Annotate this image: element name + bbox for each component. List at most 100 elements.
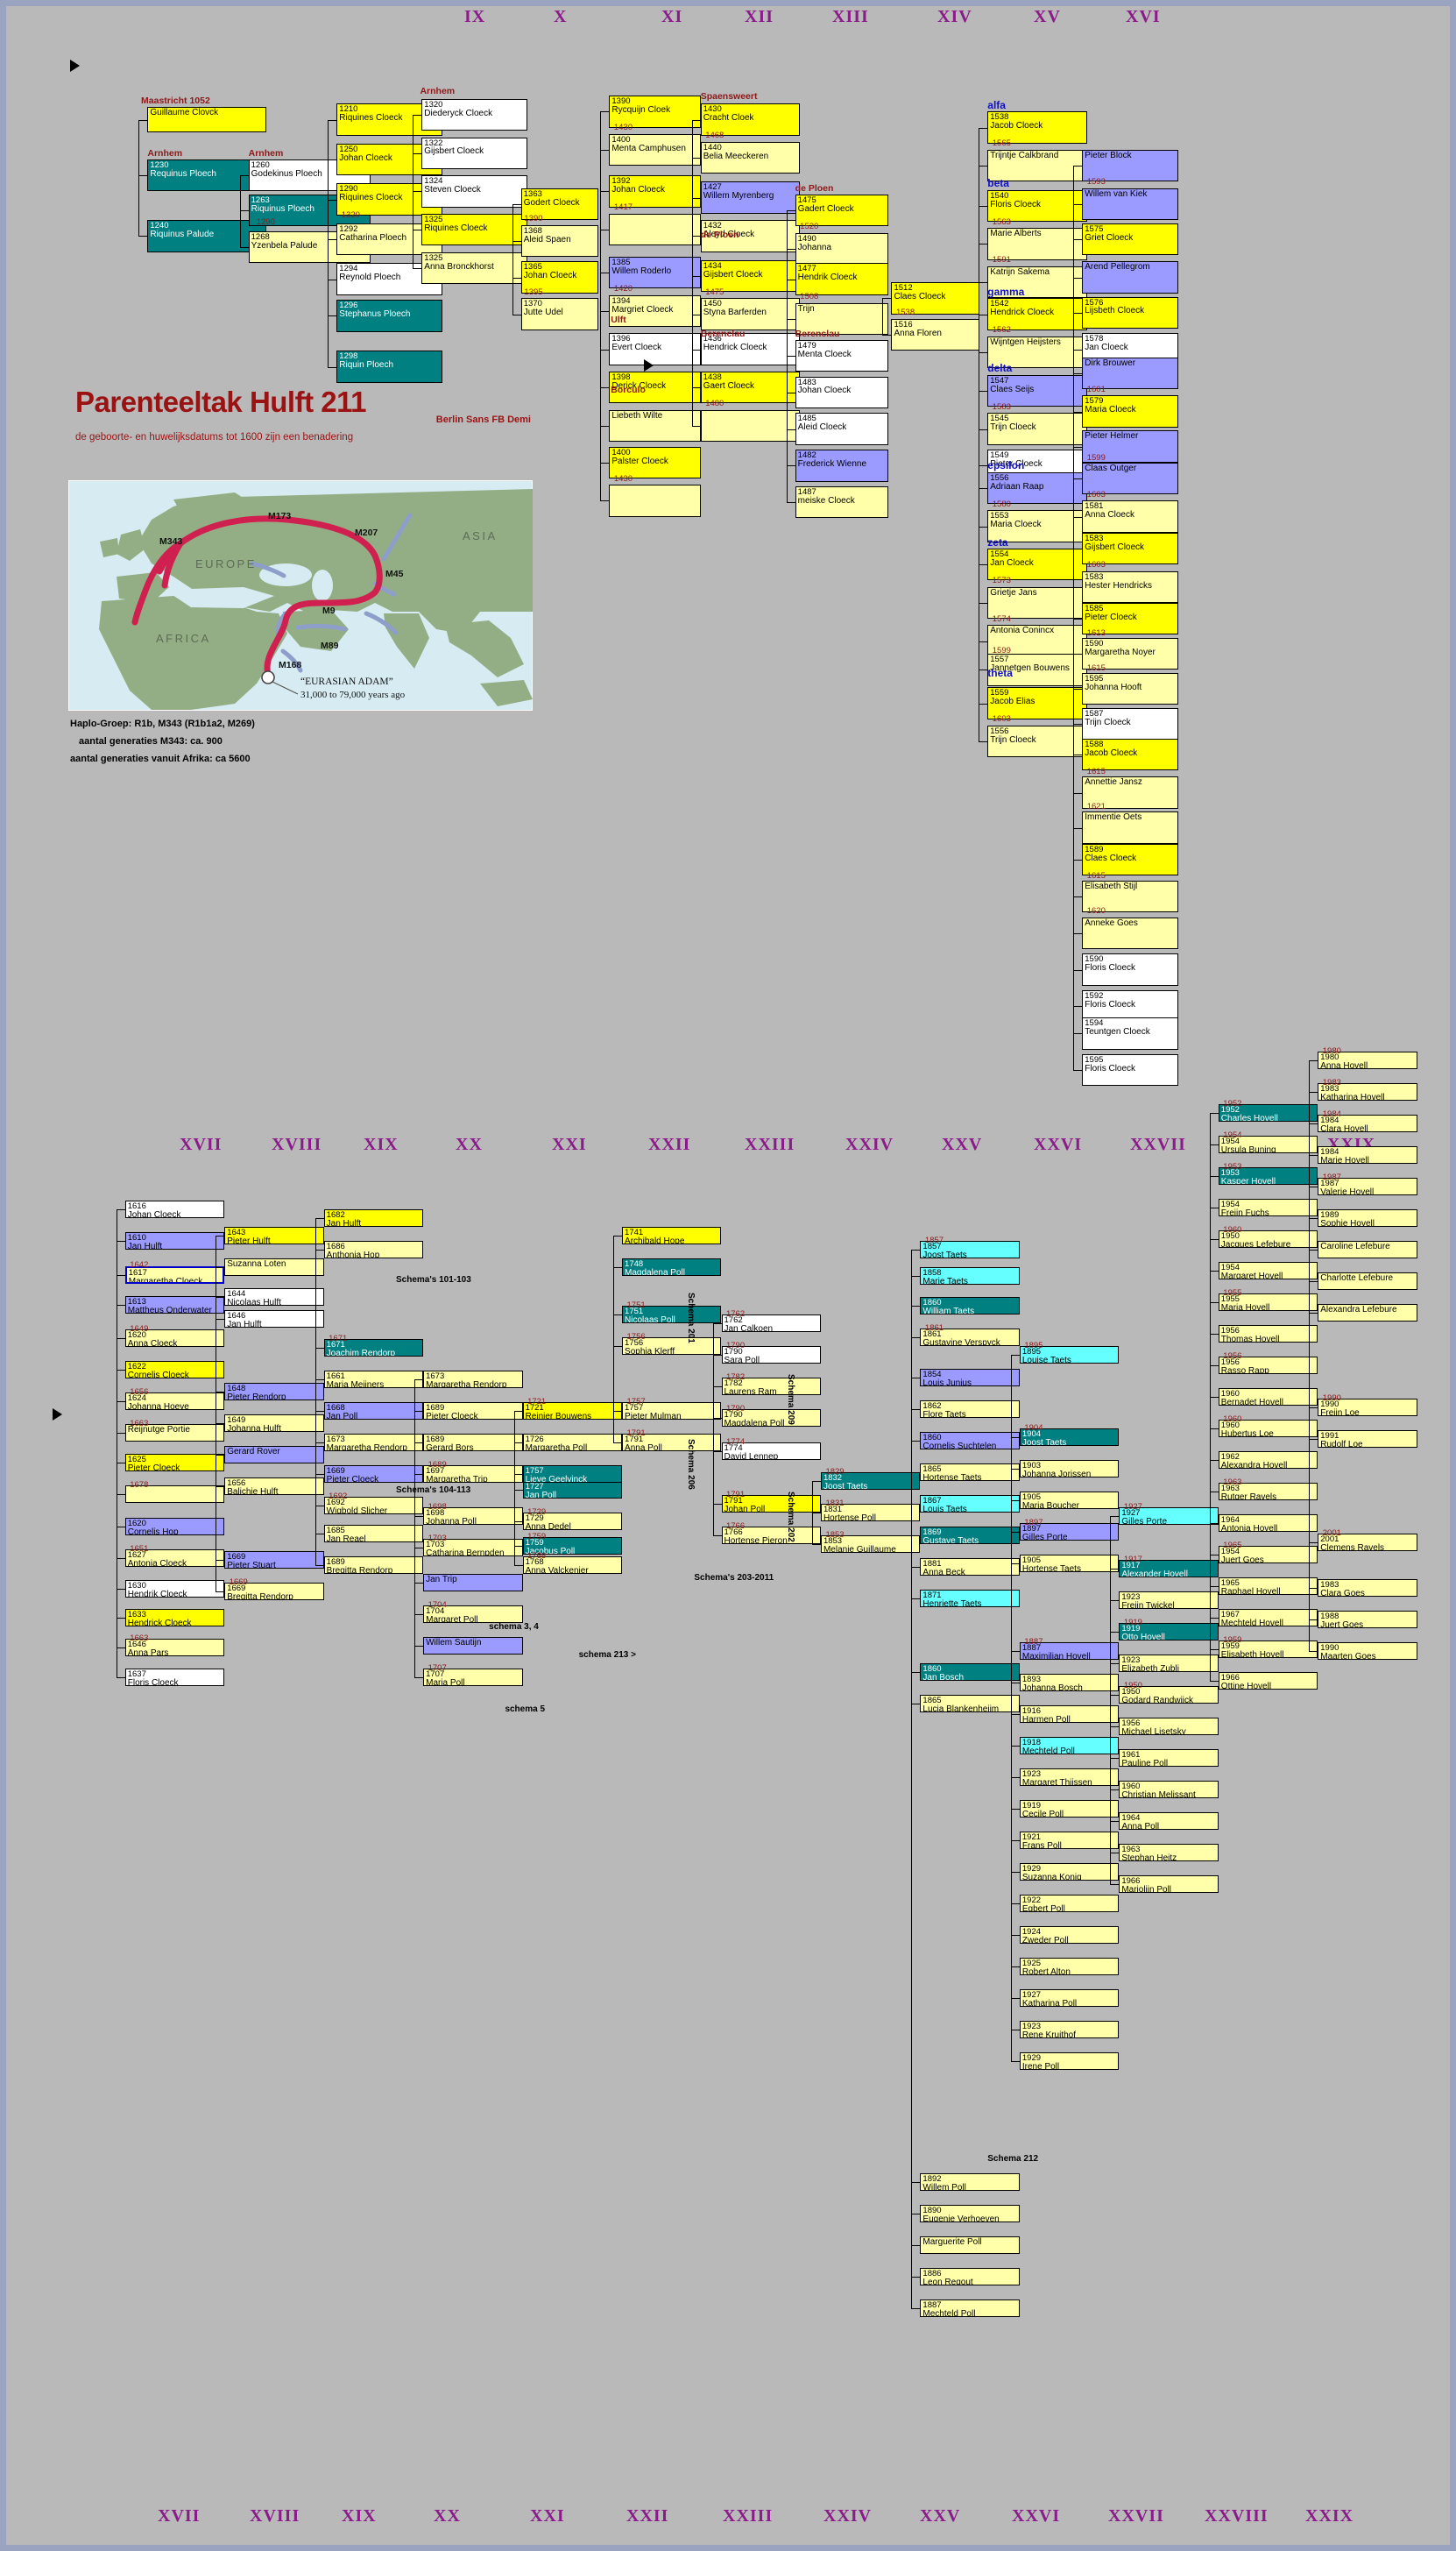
person-box[interactable]: 1648 Pieter Rendorp [224,1383,324,1400]
person-box[interactable]: 1390 Rycquijn Cloek [609,96,701,128]
person-box[interactable]: 1917 Alexander Hovell [1119,1560,1219,1577]
person-box[interactable]: Immentie Oets [1082,811,1179,844]
person-box[interactable]: 1790 Sara Poll [721,1346,821,1364]
person-box[interactable]: 1904 Joost Taets [1019,1428,1120,1446]
person-box[interactable]: 1860 Jan Bosch [920,1663,1020,1681]
person-box[interactable]: 1617 Margaretha Cloeck [124,1266,225,1284]
person-box[interactable]: 1923 Rene Kruithof [1019,2021,1120,2038]
person-box[interactable]: 1707 Maria Poll [423,1669,523,1686]
person-box[interactable]: 1477 Hendrik Cloeck [795,263,888,295]
person-box[interactable]: 1320 Diederyck Cloeck [421,98,528,131]
person-box[interactable]: 1682 Jan Hulft [323,1209,424,1227]
person-box[interactable]: 1637 Floris Cloeck [124,1669,225,1686]
person-box[interactable]: 1692 Wigbold Slicher [323,1497,424,1514]
person-box[interactable]: Pieter Helmer [1082,430,1179,463]
person-box[interactable]: 1644 Nicolaas Hulft [224,1288,324,1306]
person-box[interactable]: 1748 Magdalena Poll [622,1258,722,1276]
person-box[interactable]: 1927 Katharina Poll [1019,1989,1120,2007]
person-box[interactable]: 1616 Johan Cloeck [124,1201,225,1218]
person-box[interactable]: 1881 Anna Beck [920,1558,1020,1576]
person-box[interactable]: Caroline Lefebure [1318,1241,1417,1258]
person-box[interactable]: Alexandra Lefebure [1318,1304,1417,1322]
person-box[interactable]: 1587 Trijn Cloeck [1082,708,1179,740]
person-box[interactable]: 1585 Pieter Cloeck [1082,602,1179,635]
person-box[interactable]: 1483 Johan Cloeck [795,376,888,408]
person-box[interactable]: 2001 Clemens Ravels [1318,1534,1417,1551]
person-box[interactable]: 1385 Willem Roderlo [609,257,701,289]
person-box[interactable]: 1590 Floris Cloeck [1082,953,1179,986]
person-box[interactable]: 1646 Jan Hulft [224,1310,324,1328]
person-box[interactable]: 1990 Freiin Loe [1318,1399,1417,1416]
person-box[interactable]: 1832 Joost Taets [820,1472,921,1490]
person-box[interactable]: 1983 Clara Goes [1318,1579,1417,1597]
person-box[interactable]: 1627 Antonia Cloeck [124,1549,225,1567]
person-box[interactable]: 1240 Riquinus Palude [147,220,266,252]
person-box[interactable]: 1887 Mechteld Poll [920,2299,1020,2317]
person-box[interactable]: 1370 Jutte Udel [520,298,598,330]
person-box[interactable]: 1450 Styna Barferden [700,298,801,330]
person-box[interactable]: 1871 Henriette Taets [920,1590,1020,1607]
person-box[interactable]: 1613 Mattheus Onderwater [124,1296,225,1314]
person-box[interactable]: 1892 Willem Poll [920,2173,1020,2191]
person-box[interactable]: 1590 Margaretha Noyer [1082,638,1179,670]
person-box[interactable]: 1956 Thomas Hovell [1218,1325,1318,1343]
person-box[interactable]: 1954 Ursula Buning [1218,1136,1318,1153]
person-box[interactable]: 1923 Freiin Twickel [1119,1591,1219,1609]
person-box[interactable]: Liebeth Wilte [609,409,701,443]
person-box[interactable]: 1860 William Taets [920,1297,1020,1314]
person-box[interactable]: 1487 meiske Cloeck [795,486,888,519]
person-box[interactable]: 1583 Hester Hendricks [1082,570,1179,603]
person-box[interactable]: 1990 Maarten Goes [1318,1642,1417,1660]
person-box[interactable]: 1581 Anna Cloeck [1082,500,1179,533]
person-box[interactable]: 1865 Hortense Taets [920,1463,1020,1481]
person-box[interactable]: 1963 Rutger Ravels [1218,1483,1318,1500]
person-box[interactable]: 1620 Anna Cloeck [124,1329,225,1347]
person-box[interactable]: 1625 Pieter Cloeck [124,1454,225,1471]
person-box[interactable]: 1595 Floris Cloeck [1082,1054,1179,1087]
person-box[interactable]: Grietje Jans [987,586,1087,620]
person-box[interactable]: 1791 Johan Poll [721,1495,821,1513]
person-box[interactable]: Marguerite Poll [920,2236,1020,2254]
person-box[interactable]: 1741 Archibald Hope [622,1227,722,1244]
person-box[interactable]: Trijn [795,302,888,336]
person-box[interactable]: 1895 Louise Taets [1019,1346,1120,1364]
person-box[interactable]: 1396 Evert Cloeck [609,333,701,365]
person-box[interactable]: 1595 Johanna Hooft [1082,673,1179,705]
person-box[interactable]: 1953 Kasper Hovell [1218,1167,1318,1185]
person-box[interactable]: 1703 Catharina Bernpden [423,1539,523,1556]
person-box[interactable]: 1966 Marjolijn Poll [1119,1875,1219,1893]
person-box[interactable]: 1929 Suzanna Konig [1019,1863,1120,1881]
person-box[interactable]: Suzanna Loten [224,1258,324,1276]
person-box[interactable]: 1556 Trijn Cloeck [987,726,1087,758]
person-box[interactable]: Gerard Rover [224,1446,324,1463]
person-box[interactable]: 1925 Robert Alton [1019,1958,1120,1975]
person-box[interactable]: 1479 Menta Cloeck [795,339,888,372]
person-box[interactable]: 1438 Gaert Cloeck [700,372,801,404]
person-box[interactable]: 1325 Riquines Cloeck [421,213,528,246]
person-box[interactable]: 1363 Godert Cloeck [520,188,598,221]
person-box[interactable]: 1516 Anna Floren [891,319,980,351]
person-box[interactable]: 1540 Floris Cloeck [987,189,1087,222]
person-box[interactable]: 1790 Magdalena Poll [721,1409,821,1427]
person-box[interactable]: 1689 Bregitta Rendorp [323,1556,424,1574]
person-box[interactable]: 1646 Anna Pars [124,1639,225,1656]
person-box[interactable]: 1434 Gijsbert Cloeck [700,259,801,293]
person-box[interactable]: 1890 Eugenie Verhoeven [920,2205,1020,2222]
person-box[interactable]: 1903 Johanna Jorissen [1019,1460,1120,1477]
person-box[interactable]: 1954 Margaret Hovell [1218,1262,1318,1279]
person-box[interactable]: 1984 Clara Hovell [1318,1115,1417,1132]
person-box[interactable]: 1960 Bernadet Hovell [1218,1388,1318,1406]
person-box[interactable]: 1916 Harmen Poll [1019,1705,1120,1723]
person-box[interactable]: 1965 Raphael Hovell [1218,1577,1318,1595]
person-box[interactable]: 1698 Johanna Poll [423,1507,523,1525]
person-box[interactable]: 1964 Anna Poll [1119,1812,1219,1830]
person-box[interactable]: 1673 Margaretha Rendorp [323,1434,424,1451]
person-box[interactable]: 1365 Johan Cloeck [520,261,598,294]
person-box[interactable]: 1556 Adriaan Raap [987,471,1087,505]
person-box[interactable]: 1669 Pieter Stuart [224,1551,324,1569]
person-box[interactable]: 1542 Hendrick Cloeck [987,298,1087,330]
person-box[interactable]: 1858 Marie Taets [920,1267,1020,1285]
person-box[interactable]: 1260 Godekinus Ploech [248,159,371,192]
person-box[interactable]: 1897 Gilles Porte [1019,1523,1120,1541]
person-box[interactable]: 1966 Ottine Hovell [1218,1672,1318,1690]
